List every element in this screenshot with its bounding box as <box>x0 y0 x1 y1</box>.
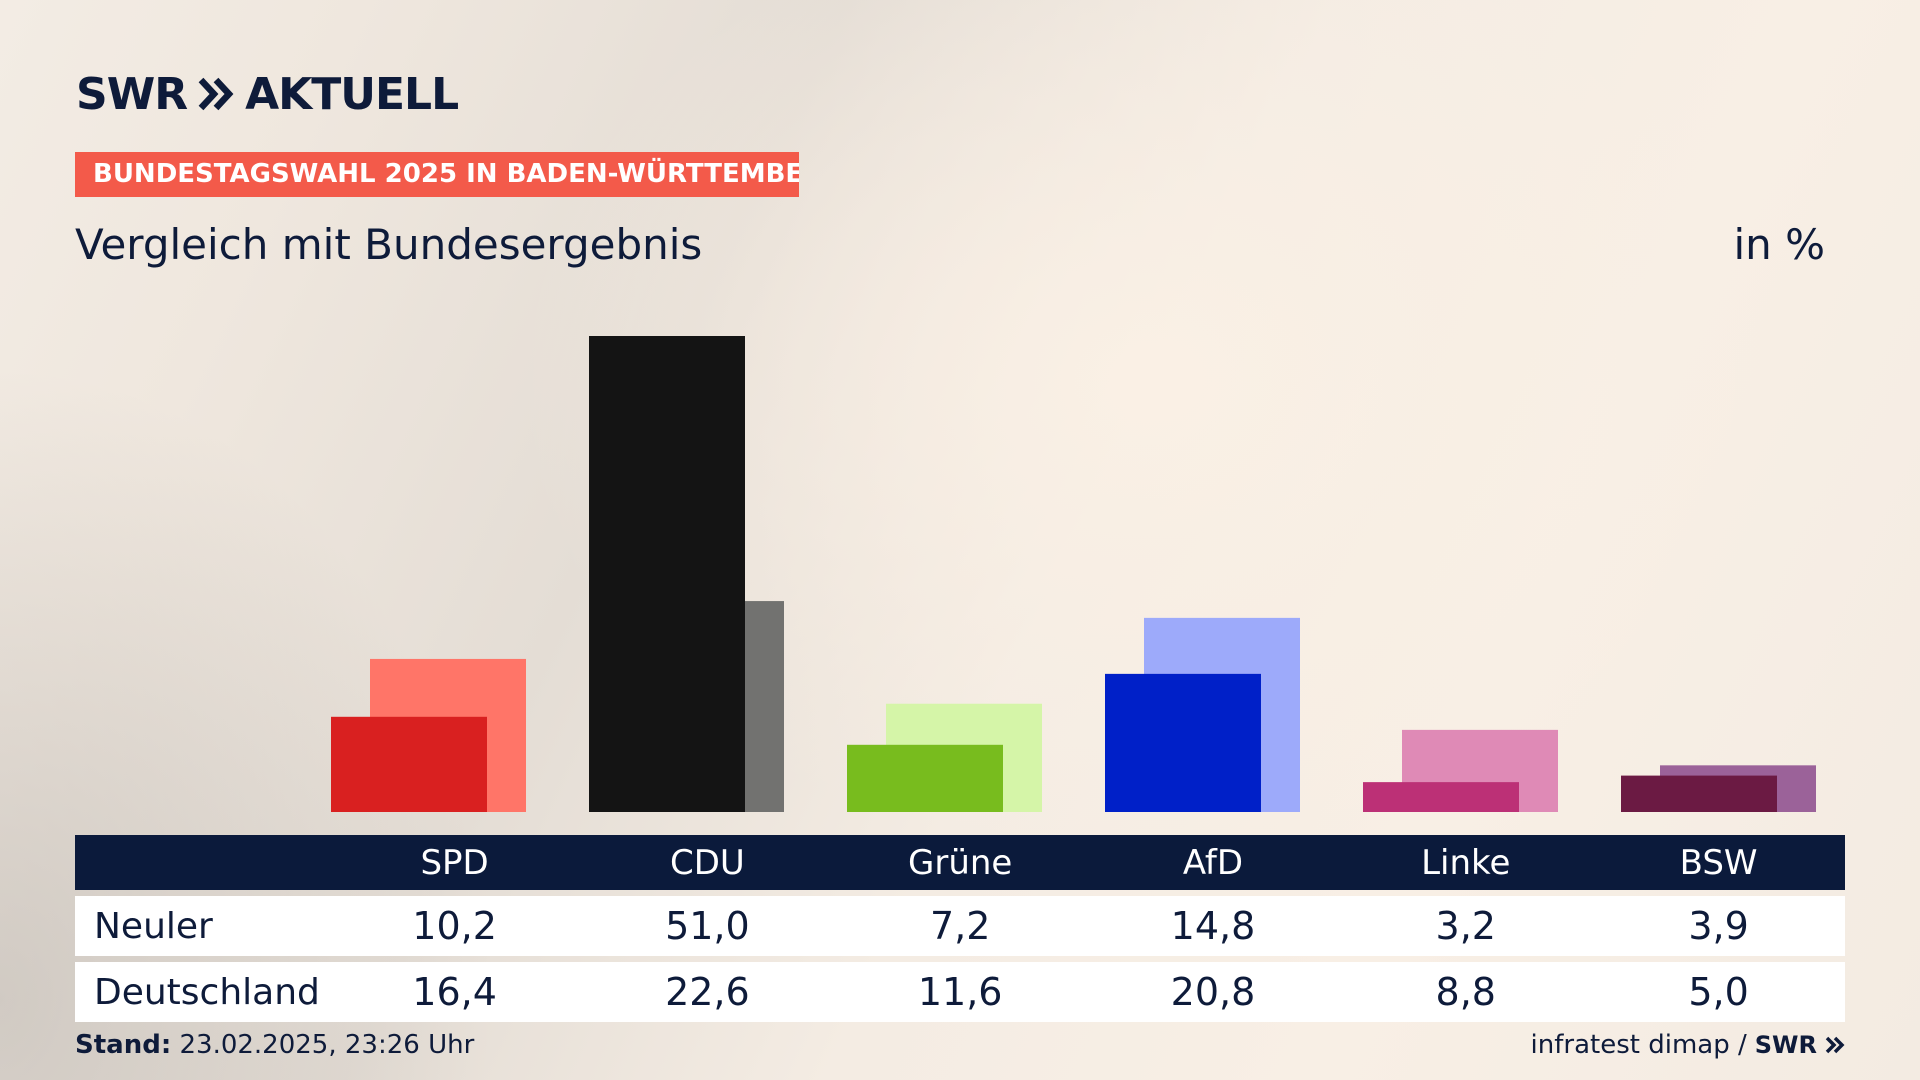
logo-program: AKTUELL <box>245 68 459 120</box>
table-cell: 7,2 <box>929 904 991 948</box>
source-text: infratest dimap / <box>1530 1030 1747 1060</box>
table-cell: 51,0 <box>665 904 750 948</box>
bar-neuler-afd <box>1105 673 1261 812</box>
table-cell: 16,4 <box>412 970 497 1014</box>
table-cell: 3,9 <box>1688 904 1749 948</box>
election-badge: BUNDESTAGSWAHL 2025 IN BADEN-WÜRTTEMBERG <box>75 152 799 197</box>
logo-brand: SWR <box>76 68 188 120</box>
bar-neuler-grne <box>847 744 1003 812</box>
table-cell: 14,8 <box>1170 904 1256 948</box>
double-chevron-right-icon <box>198 77 234 111</box>
table-cell: 5,0 <box>1688 970 1749 1014</box>
header-linke: Linke <box>1421 842 1511 883</box>
results-table: SPD CDU Grüne AfD Linke BSW Neuler 10,2 … <box>75 835 1845 1022</box>
table-header: SPD CDU Grüne AfD Linke BSW <box>75 835 1845 890</box>
table-row-deutschland: Deutschland 16,4 22,6 11,6 20,8 8,8 5,0 <box>75 962 1845 1022</box>
bar-chart <box>331 336 1816 812</box>
table-cell: 8,8 <box>1435 970 1496 1014</box>
bar-neuler-cdu <box>589 336 745 812</box>
swr-small-logo: SWR <box>1754 1031 1817 1059</box>
header-bsw: BSW <box>1679 842 1758 883</box>
table-cell: 10,2 <box>412 904 497 948</box>
stand-label: Stand: <box>75 1030 172 1060</box>
header-cdu: CDU <box>669 842 745 883</box>
row-label: Neuler <box>94 905 213 947</box>
double-chevron-right-small-icon <box>1825 1036 1845 1054</box>
header-afd: AfD <box>1182 842 1244 883</box>
header-spd: SPD <box>420 842 489 883</box>
unit-label: in % <box>1733 220 1825 269</box>
timestamp: Stand: 23.02.2025, 23:26 Uhr <box>75 1030 474 1060</box>
chart-subtitle: Vergleich mit Bundesergebnis <box>75 220 703 269</box>
table-cell: 3,2 <box>1435 904 1496 948</box>
table-cell: 22,6 <box>665 970 750 1014</box>
swr-aktuell-logo: SWR AKTUELL <box>76 68 459 120</box>
bar-neuler-linke <box>1363 782 1519 812</box>
header-gruene: Grüne <box>908 842 1013 883</box>
bar-neuler-bsw <box>1621 775 1777 812</box>
row-label: Deutschland <box>94 971 320 1013</box>
source-credit: infratest dimap / SWR <box>1531 1030 1845 1060</box>
table-row-neuler: Neuler 10,2 51,0 7,2 14,8 3,2 3,9 <box>75 896 1845 956</box>
bar-neuler-spd <box>331 716 487 812</box>
table-cell: 20,8 <box>1170 970 1256 1014</box>
table-cell: 11,6 <box>917 970 1003 1014</box>
stand-value: 23.02.2025, 23:26 Uhr <box>179 1030 475 1060</box>
